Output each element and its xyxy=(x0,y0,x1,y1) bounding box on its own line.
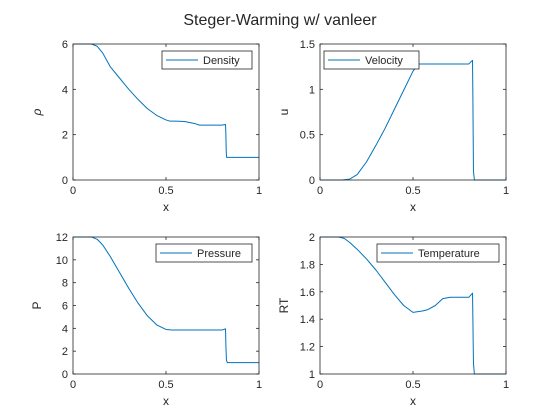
y-tick-label: 4 xyxy=(62,323,68,335)
y-axis-label: u xyxy=(277,109,291,116)
x-tick-label: 1 xyxy=(256,379,262,391)
y-axis-label: RT xyxy=(277,297,291,313)
legend-label: Pressure xyxy=(197,248,241,260)
x-tick-label: 0 xyxy=(317,185,323,197)
x-axis-label: x xyxy=(410,200,416,214)
x-tick-label: 0 xyxy=(70,379,76,391)
legend: Velocity xyxy=(323,50,420,70)
legend-label: Density xyxy=(203,55,240,67)
y-tick-label: 0 xyxy=(62,369,68,381)
y-tick-label: 10 xyxy=(56,255,68,267)
y-tick-label: 6 xyxy=(62,39,68,51)
legend-label: Velocity xyxy=(365,55,403,67)
subplot-2: 0 0.5 1 0 0.5 1 1.5 x u Velocity xyxy=(277,39,509,214)
x-tick-label: 0 xyxy=(70,185,76,197)
y-tick-label: 8 xyxy=(62,278,68,290)
y-tick-label: 1.4 xyxy=(300,314,315,326)
series-line-temperature xyxy=(320,236,506,375)
y-tick-label: 2 xyxy=(62,346,68,358)
y-axis-label: P xyxy=(30,301,44,309)
y-tick-label: 1.8 xyxy=(300,259,315,271)
x-tick-label: 1 xyxy=(503,379,509,391)
x-tick-label: 0.5 xyxy=(405,185,420,197)
series-line-pressure xyxy=(73,236,259,364)
y-axis-label: ρ xyxy=(30,108,44,116)
y-tick-label: 0 xyxy=(62,175,68,187)
y-tick-label: 1.2 xyxy=(300,342,315,354)
axes-box xyxy=(72,236,260,375)
legend-box xyxy=(323,50,420,70)
axes-box xyxy=(319,43,507,181)
y-tick-label: 1 xyxy=(309,84,315,96)
y-tick-label: 0 xyxy=(309,175,315,187)
axes-box xyxy=(72,43,260,181)
series-line-density xyxy=(73,43,259,158)
legend: Density xyxy=(161,50,253,70)
legend-box xyxy=(155,243,253,263)
y-tick-label: 1 xyxy=(309,369,315,381)
legend-label: Temperature xyxy=(418,248,480,260)
x-axis-label: x xyxy=(163,200,169,214)
figure-title: Steger-Warming w/ vanleer xyxy=(183,12,377,29)
legend-box xyxy=(376,243,500,263)
x-tick-label: 0.5 xyxy=(405,379,420,391)
subplot-1: 0 0.5 1 0 2 4 6 x ρ Density xyxy=(30,39,262,214)
y-tick-label: 4 xyxy=(62,84,68,96)
x-tick-label: 0.5 xyxy=(158,379,173,391)
y-tick-label: 1.6 xyxy=(300,287,315,299)
x-tick-label: 1 xyxy=(503,185,509,197)
x-axis-label: x xyxy=(410,394,416,408)
axes-box xyxy=(319,236,507,375)
x-axis-label: x xyxy=(163,394,169,408)
subplot-4: 0 0.5 1 1 1.2 1.4 1.6 1.8 2 x RT Temperature xyxy=(277,232,509,408)
x-tick-label: 1 xyxy=(256,185,262,197)
y-tick-label: 12 xyxy=(56,232,68,244)
y-tick-label: 2 xyxy=(309,232,315,244)
legend-box xyxy=(161,50,253,70)
x-tick-label: 0 xyxy=(317,379,323,391)
y-tick-label: 1.5 xyxy=(300,39,315,51)
y-tick-label: 0.5 xyxy=(300,130,315,142)
legend: Temperature xyxy=(376,243,500,263)
y-tick-label: 6 xyxy=(62,301,68,313)
legend: Pressure xyxy=(155,243,253,263)
x-tick-label: 0.5 xyxy=(158,185,173,197)
y-tick-label: 2 xyxy=(62,130,68,142)
